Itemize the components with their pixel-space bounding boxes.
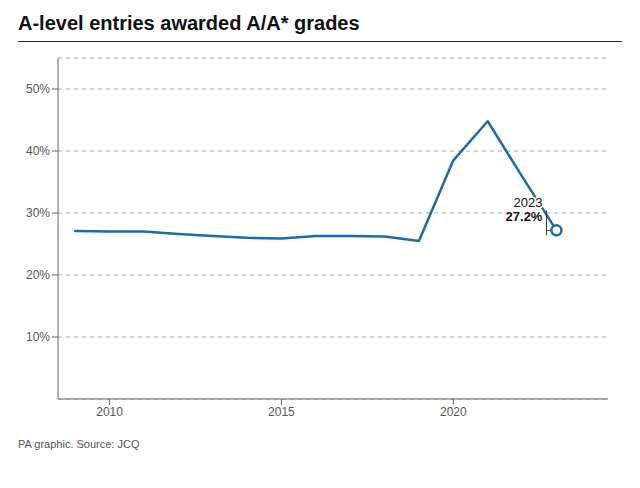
svg-text:30%: 30% (26, 206, 50, 220)
svg-text:2023: 2023 (514, 195, 543, 210)
html-text:PA graphic. Source: JCQ: PA graphic. Source: JCQ (18, 438, 140, 450)
svg-text:2020: 2020 (440, 405, 467, 419)
svg-text:20%: 20% (26, 268, 50, 282)
svg-text:27.2%: 27.2% (506, 209, 543, 224)
svg-text:10%: 10% (26, 330, 50, 344)
svg-text:40%: 40% (26, 144, 50, 158)
svg-text:2010: 2010 (96, 405, 123, 419)
svg-text:50%: 50% (26, 82, 50, 96)
html-text:A-level entries awarded A/A* g: A-level entries awarded A/A* grades (18, 12, 360, 34)
svg-text:2015: 2015 (268, 405, 295, 419)
